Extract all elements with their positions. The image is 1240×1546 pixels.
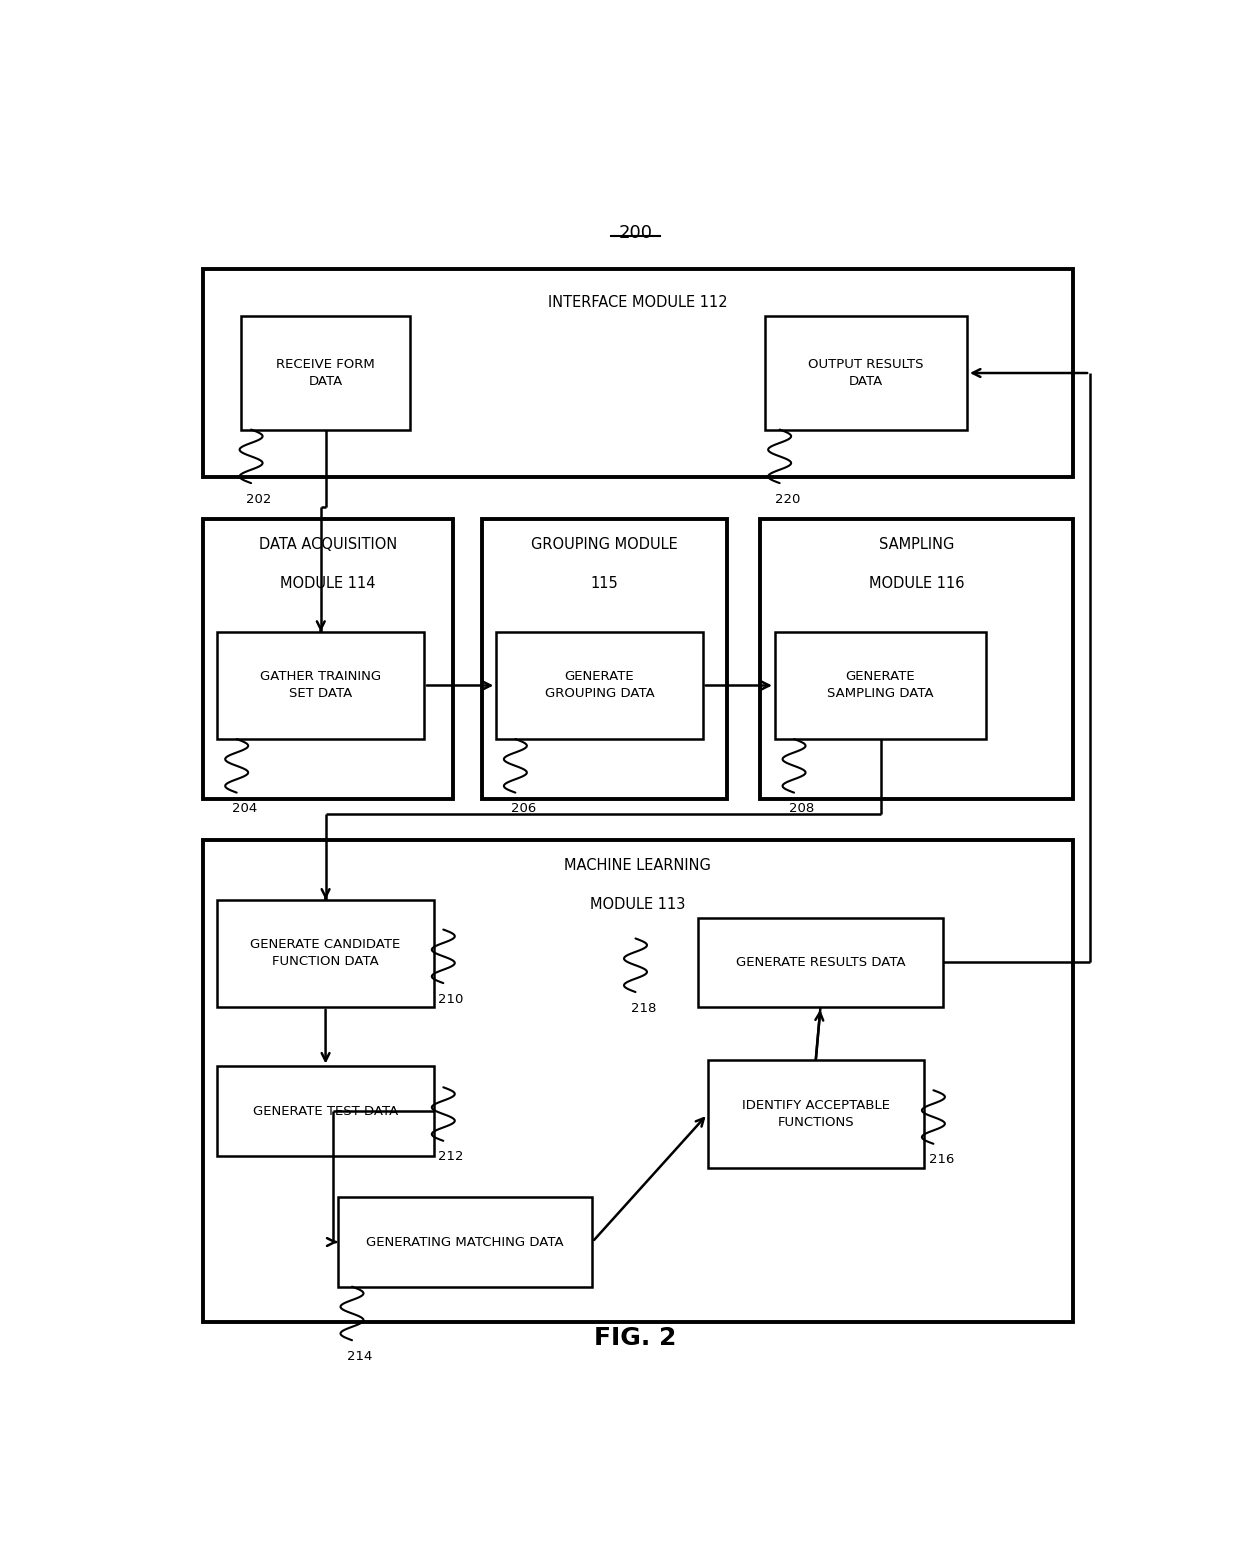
Text: 214: 214 <box>347 1350 372 1362</box>
Bar <box>217 632 424 739</box>
Text: GENERATE
SAMPLING DATA: GENERATE SAMPLING DATA <box>827 671 934 700</box>
Text: OUTPUT RESULTS
DATA: OUTPUT RESULTS DATA <box>808 359 924 388</box>
Text: 210: 210 <box>439 993 464 1005</box>
Bar <box>217 1067 434 1156</box>
Text: GENERATE
GROUPING DATA: GENERATE GROUPING DATA <box>544 671 655 700</box>
Text: SAMPLING: SAMPLING <box>879 536 955 552</box>
Bar <box>775 632 986 739</box>
Text: 220: 220 <box>775 493 800 506</box>
Text: FIG. 2: FIG. 2 <box>594 1326 677 1350</box>
Bar <box>698 918 942 1006</box>
Text: IDENTIFY ACCEPTABLE
FUNCTIONS: IDENTIFY ACCEPTABLE FUNCTIONS <box>742 1099 889 1129</box>
Text: 212: 212 <box>439 1150 464 1163</box>
Text: GENERATING MATCHING DATA: GENERATING MATCHING DATA <box>366 1235 564 1249</box>
Text: 200: 200 <box>619 224 652 241</box>
Bar <box>760 519 1073 799</box>
Bar <box>337 1197 593 1286</box>
Text: 204: 204 <box>232 802 257 815</box>
Text: 208: 208 <box>789 802 815 815</box>
Text: INTERFACE MODULE 112: INTERFACE MODULE 112 <box>548 295 728 311</box>
Bar <box>242 317 409 430</box>
Text: DATA ACQUISITION: DATA ACQUISITION <box>259 536 397 552</box>
Text: 115: 115 <box>590 577 619 591</box>
Text: GROUPING MODULE: GROUPING MODULE <box>531 536 677 552</box>
Text: 216: 216 <box>929 1153 954 1166</box>
Bar <box>203 269 1073 478</box>
Text: MACHINE LEARNING: MACHINE LEARNING <box>564 858 712 873</box>
Bar <box>708 1061 924 1167</box>
Text: MODULE 114: MODULE 114 <box>280 577 376 591</box>
Text: GENERATE TEST DATA: GENERATE TEST DATA <box>253 1104 398 1118</box>
Text: 218: 218 <box>631 1002 656 1014</box>
Text: MODULE 113: MODULE 113 <box>590 897 686 912</box>
Bar <box>765 317 967 430</box>
Bar <box>203 519 453 799</box>
Bar <box>481 519 727 799</box>
Bar <box>217 900 434 1006</box>
Text: MODULE 116: MODULE 116 <box>869 577 965 591</box>
Bar <box>203 839 1073 1322</box>
Text: GENERATE RESULTS DATA: GENERATE RESULTS DATA <box>735 955 905 969</box>
Text: 206: 206 <box>511 802 536 815</box>
Text: GENERATE CANDIDATE
FUNCTION DATA: GENERATE CANDIDATE FUNCTION DATA <box>250 938 401 968</box>
Text: RECEIVE FORM
DATA: RECEIVE FORM DATA <box>277 359 374 388</box>
Text: GATHER TRAINING
SET DATA: GATHER TRAINING SET DATA <box>260 671 382 700</box>
Bar <box>496 632 703 739</box>
Text: 202: 202 <box>247 493 272 506</box>
